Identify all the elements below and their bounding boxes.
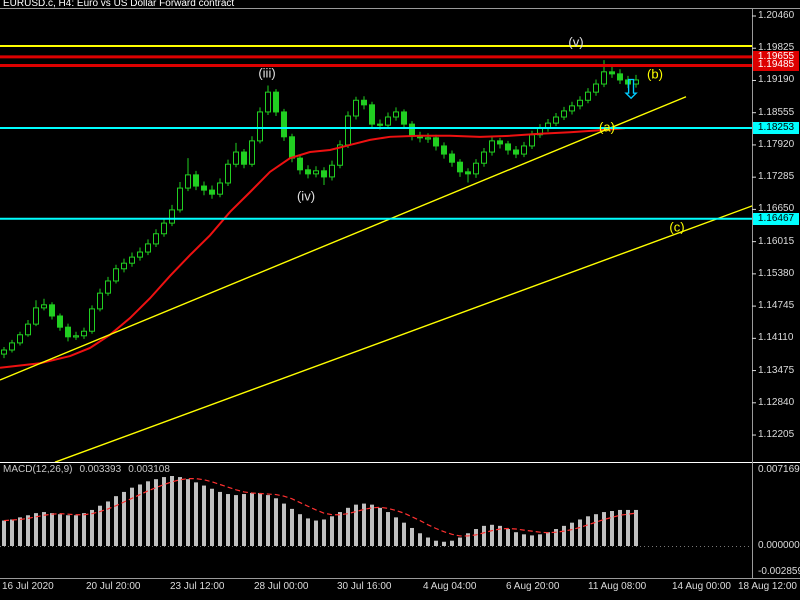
time-axis-label: 18 Aug 12:00 <box>738 581 797 592</box>
price-axis-label: 1.17285 <box>758 171 795 183</box>
macd-axis-label: -0.002859 <box>758 566 800 577</box>
wave-c-trendline[interactable] <box>54 205 755 462</box>
macd-indicator-title: MACD(12,26,9) 0.003393 0.003108 <box>3 464 177 476</box>
price-axis-label: 1.19825 <box>758 42 795 54</box>
wave-c-label[interactable]: (c) <box>669 219 685 235</box>
macd-axis-label: 0.007169 <box>758 463 800 475</box>
macd-axis-label: 0.000000 <box>758 540 800 551</box>
wave-a-trendline[interactable] <box>0 96 687 381</box>
red-ma-line[interactable] <box>0 127 626 369</box>
macd-histogram <box>2 476 638 546</box>
macd-pane[interactable] <box>0 476 752 547</box>
price-axis-label: 1.20460 <box>758 10 795 21</box>
time-axis-label: 28 Jul 00:00 <box>254 581 309 592</box>
price-axis-label: 1.16015 <box>758 235 795 247</box>
chart-title: EURUSD.c, H4: Euro vs US Dollar Forward … <box>3 0 235 9</box>
macd-name: MACD(12,26,9) <box>3 464 73 475</box>
price-tag-1.16467[interactable]: 1.16467 <box>753 212 799 225</box>
breakout-arrow-icon[interactable]: ⇩ <box>619 74 643 105</box>
time-axis-label: 20 Jul 20:00 <box>86 581 141 592</box>
price-axis-label: 1.14110 <box>758 332 794 344</box>
macd-main-value: 0.003393 <box>79 464 122 475</box>
time-axis-label: 30 Jul 16:00 <box>337 581 392 592</box>
price-axis-label: 1.19190 <box>758 74 795 86</box>
price-axis-label: 1.16650 <box>758 203 795 215</box>
time-axis-label: 6 Aug 20:00 <box>506 581 560 592</box>
wave-iv-label[interactable]: (iv) <box>296 188 316 204</box>
macd-signal-line <box>3 478 637 537</box>
price-axis-label: 1.18555 <box>758 106 795 118</box>
main-price-pane[interactable] <box>0 44 755 462</box>
time-axis-label: 11 Aug 08:00 <box>588 581 647 592</box>
price-axis-label: 1.12840 <box>758 396 795 408</box>
wave-v-label[interactable]: (v) <box>568 34 584 50</box>
time-axis-label: 4 Aug 04:00 <box>423 581 477 592</box>
time-axis-label: 16 Jul 2020 <box>2 581 54 592</box>
wave-b-label[interactable]: (b) <box>647 66 663 82</box>
macd-signal-value: 0.003108 <box>128 464 170 475</box>
wave-iii-label[interactable]: (iii) <box>258 65 276 81</box>
price-axis-label: 1.15380 <box>758 267 795 279</box>
price-tag-1.19485[interactable]: 1.19485 <box>753 59 799 72</box>
time-axis-label: 14 Aug 00:00 <box>672 581 731 592</box>
candles-series <box>1 60 639 359</box>
time-axis-label: 23 Jul 12:00 <box>170 581 225 592</box>
price-axis-label: 1.12205 <box>758 429 795 441</box>
price-axis-label: 1.14745 <box>758 300 795 312</box>
price-tag-1.18253[interactable]: 1.18253 <box>753 122 799 135</box>
price-axis-label: 1.17920 <box>758 138 795 150</box>
price-axis-label: 1.13475 <box>758 364 795 376</box>
wave-a-label[interactable]: (a) <box>599 119 615 135</box>
